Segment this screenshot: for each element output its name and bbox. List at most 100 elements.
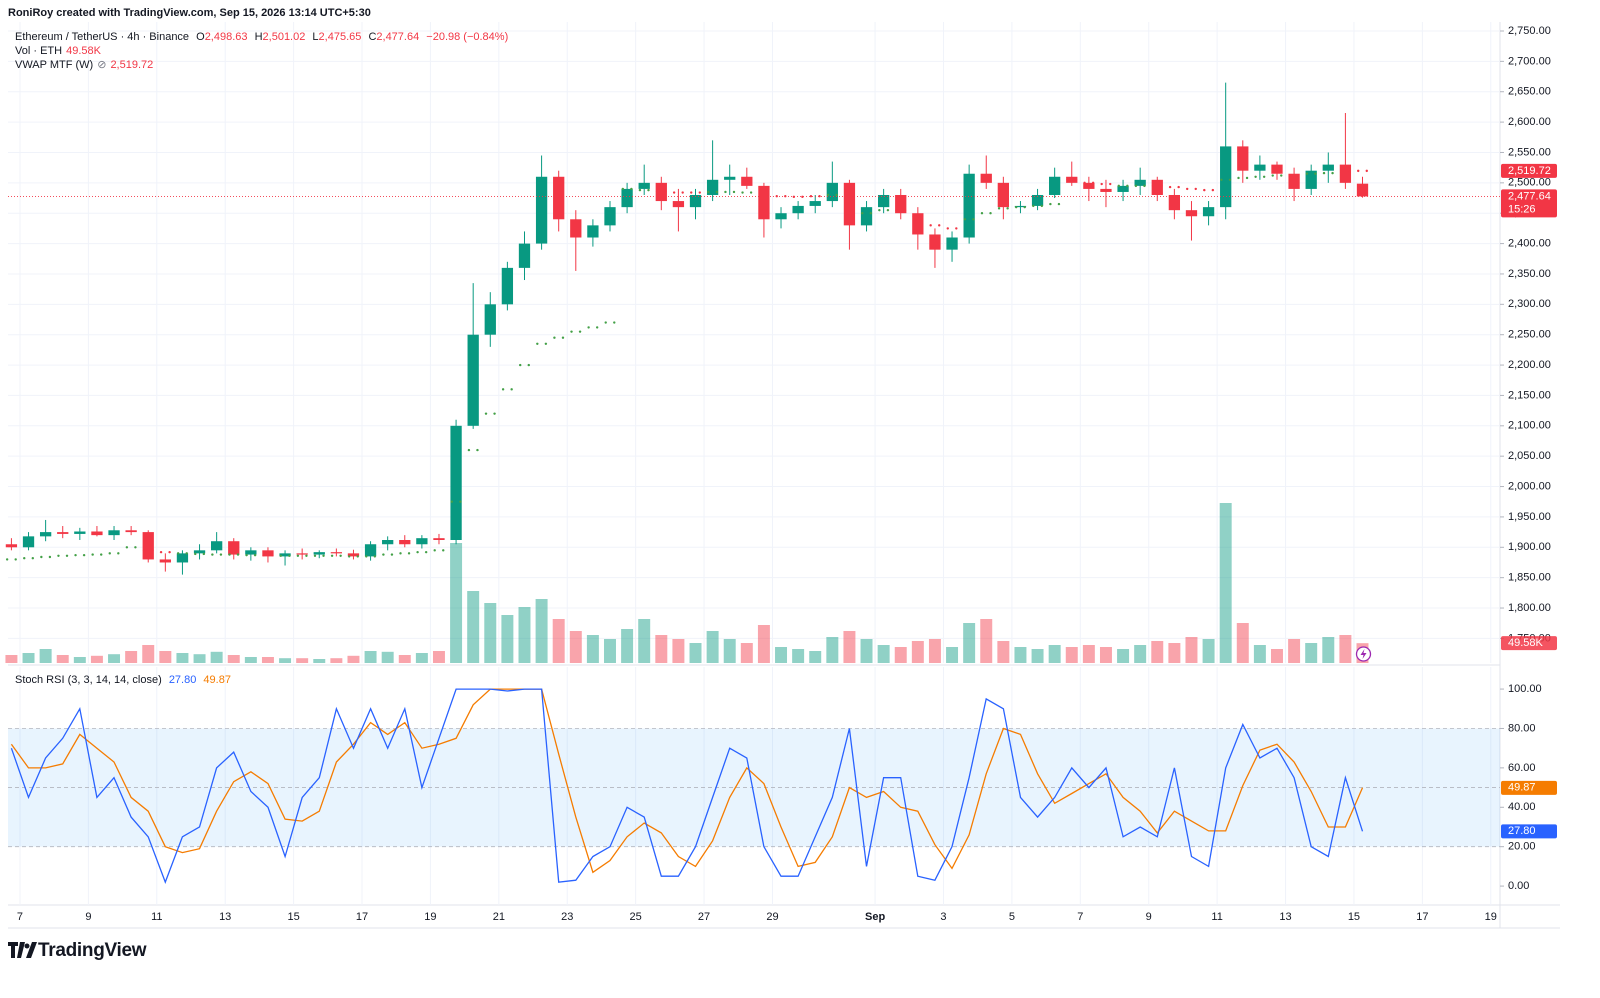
series-tag bbox=[1501, 780, 1557, 795]
volume-bar bbox=[946, 647, 959, 663]
candle-body bbox=[501, 267, 514, 305]
volume-bar bbox=[484, 603, 497, 663]
volume-bar bbox=[142, 645, 155, 663]
vwap-dot bbox=[176, 552, 180, 555]
vwap-dot bbox=[1151, 184, 1155, 188]
y-tick-label: 2,250.00 bbox=[1508, 329, 1551, 341]
candle-body bbox=[672, 201, 685, 208]
volume-tag bbox=[1501, 636, 1557, 651]
vwap-dot bbox=[1074, 178, 1078, 182]
volume-bar bbox=[604, 639, 616, 663]
volume-bar bbox=[1271, 649, 1283, 663]
logo-text: TradingView bbox=[38, 940, 147, 961]
vwap-dot bbox=[869, 212, 873, 215]
candle-body bbox=[74, 531, 86, 534]
volume-bar bbox=[740, 643, 753, 663]
volume-bar bbox=[655, 635, 668, 663]
vwap-dot bbox=[108, 552, 111, 555]
vwap-dot bbox=[707, 190, 710, 194]
vwap-dot bbox=[946, 227, 949, 230]
candle-body bbox=[108, 530, 120, 536]
series-tag bbox=[1501, 824, 1557, 839]
vwap-dot bbox=[288, 554, 291, 557]
vwap-dot bbox=[544, 342, 548, 346]
vwap-dot bbox=[715, 190, 719, 194]
vwap-dot bbox=[65, 554, 69, 557]
vwap-dot bbox=[1228, 178, 1232, 182]
volume-bar bbox=[450, 543, 463, 663]
candle-body bbox=[1151, 179, 1163, 195]
vwap-dot bbox=[484, 412, 488, 415]
vwap-dot bbox=[1245, 176, 1249, 180]
volume-bar bbox=[792, 649, 805, 663]
vwap-dot bbox=[450, 500, 454, 503]
candle-body bbox=[1237, 146, 1249, 171]
candle-body bbox=[963, 173, 975, 238]
candle-body bbox=[1288, 173, 1300, 189]
candle-body bbox=[1168, 194, 1181, 211]
volume-bar bbox=[364, 651, 377, 663]
candle-body bbox=[1031, 194, 1044, 206]
y-tick-label: 2,650.00 bbox=[1508, 86, 1551, 98]
candle-body bbox=[262, 550, 274, 557]
vwap-dot bbox=[151, 549, 154, 552]
candle-body bbox=[877, 194, 890, 208]
vwap-dot bbox=[1100, 182, 1103, 186]
candle-body bbox=[433, 538, 445, 540]
change: −20.98 (−0.84%) bbox=[426, 31, 509, 43]
o-value: 2,498.63 bbox=[204, 31, 248, 43]
vwap-dot bbox=[621, 187, 625, 191]
vwap-dot bbox=[501, 388, 505, 391]
vwap-dot bbox=[903, 208, 907, 212]
volume-bar bbox=[1288, 639, 1301, 663]
vwap-dot bbox=[749, 191, 753, 194]
vwap-dot bbox=[1280, 174, 1283, 177]
candle-body bbox=[211, 541, 223, 551]
x-tick-label: 19 bbox=[424, 911, 436, 923]
vwap-dot bbox=[553, 336, 556, 339]
vwap-dot bbox=[1014, 205, 1018, 209]
vwap-dot bbox=[1057, 202, 1061, 206]
vwap-dot bbox=[185, 552, 188, 555]
y-tick-label: 2,050.00 bbox=[1508, 450, 1551, 462]
volume-bar bbox=[398, 655, 411, 663]
series-tag-label: 27.80 bbox=[1508, 825, 1536, 837]
candle-body bbox=[706, 179, 719, 195]
volume-bar bbox=[894, 647, 907, 663]
candle-body bbox=[1322, 164, 1334, 171]
candle-body bbox=[91, 531, 103, 536]
candle-body bbox=[997, 182, 1009, 208]
y-tick-label: 2,100.00 bbox=[1508, 420, 1551, 432]
candle-body bbox=[1083, 182, 1095, 189]
y-tick-label: 2,550.00 bbox=[1508, 146, 1551, 158]
candle-body bbox=[689, 194, 702, 208]
footer-logo: TradingView bbox=[8, 940, 147, 962]
vwap-dot bbox=[142, 549, 146, 552]
vwap-value: 2,519.72 bbox=[110, 59, 154, 71]
candle-body bbox=[604, 207, 616, 226]
k-value: 27.80 bbox=[168, 674, 197, 686]
c-value: 2,477.64 bbox=[376, 31, 420, 43]
y-tick-label: 20.00 bbox=[1508, 841, 1536, 853]
candle-body bbox=[724, 176, 736, 180]
vwap-dot bbox=[262, 553, 265, 557]
vwap-dot bbox=[989, 212, 992, 215]
candle-body bbox=[245, 550, 257, 555]
vwap-dot bbox=[305, 554, 308, 557]
candle-body bbox=[228, 541, 240, 555]
vwap-dot bbox=[1177, 185, 1180, 189]
candle-body bbox=[621, 188, 633, 208]
vwap-dot bbox=[570, 330, 573, 333]
volume-bar bbox=[313, 659, 326, 663]
volume-bar bbox=[552, 619, 565, 663]
candle-body bbox=[1049, 176, 1061, 195]
vwap-dot bbox=[595, 326, 599, 329]
volume-bar bbox=[877, 645, 890, 663]
y-tick-label: 2,300.00 bbox=[1508, 298, 1551, 310]
l-label: L bbox=[312, 31, 319, 43]
vwap-dot bbox=[236, 553, 240, 556]
y-tick-label: 2,000.00 bbox=[1508, 480, 1551, 492]
vwap-dot bbox=[211, 553, 214, 556]
candle-body bbox=[1339, 164, 1352, 183]
volume-bar bbox=[535, 599, 548, 663]
